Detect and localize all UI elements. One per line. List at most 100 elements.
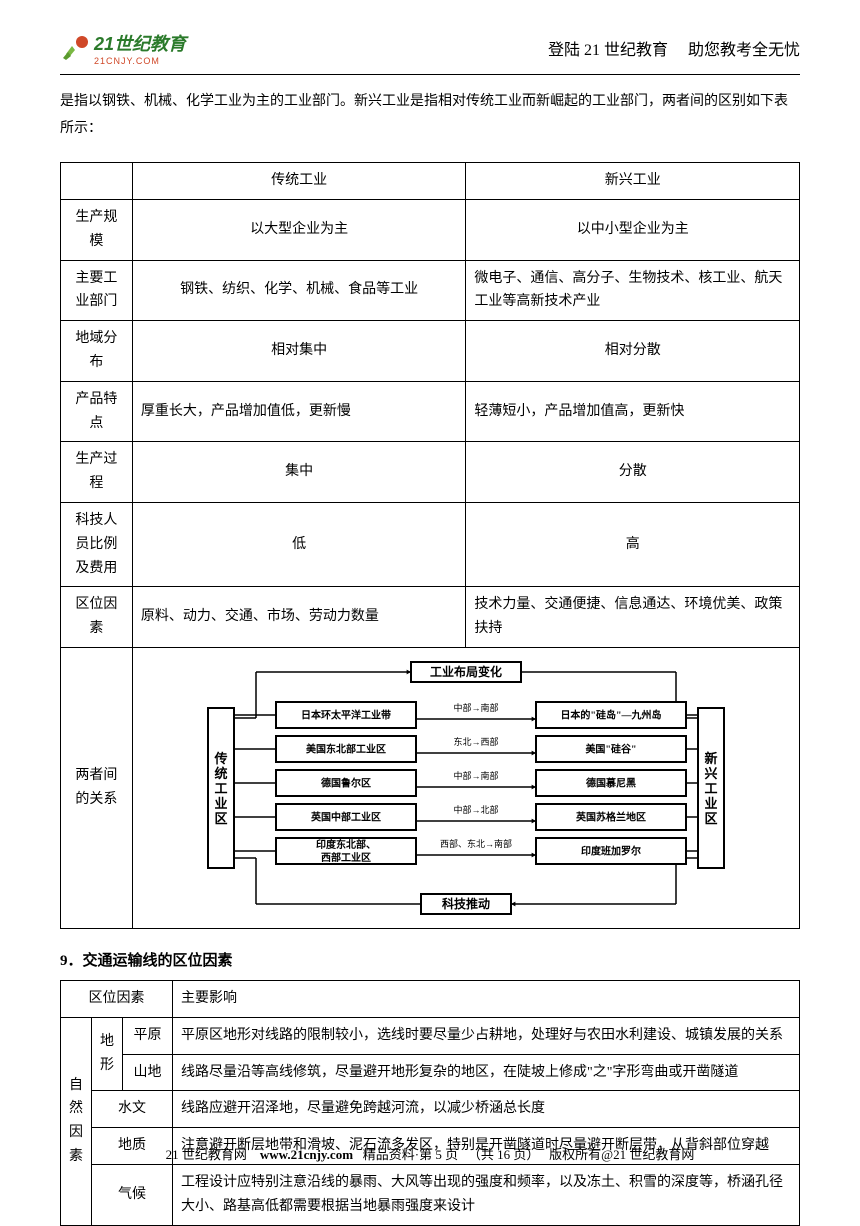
section-9-title: 9．交通运输线的区位因素: [60, 949, 800, 970]
svg-text:美国"硅谷": 美国"硅谷": [585, 742, 636, 755]
header-slogan: 登陆 21 世纪教育 助您教考全无忧: [548, 36, 800, 60]
table-row: 自然因素 地形 平原 平原区地形对线路的限制较小，选线时要尽量少占耕地，处理好与…: [61, 1017, 800, 1054]
svg-text:传: 传: [213, 751, 227, 766]
row-label: 区位因素: [61, 587, 133, 648]
svg-text:德国慕尼黑: 德国慕尼黑: [585, 776, 636, 789]
table-row: 水文 线路应避开沼泽地，尽量避免跨越河流，以减少桥涵总长度: [61, 1091, 800, 1128]
table-header-row: 传统工业 新兴工业: [61, 163, 800, 200]
cell: 集中: [132, 442, 466, 503]
footer-suffix: 版权所有@21 世纪教育网: [549, 1147, 694, 1162]
svg-text:工: 工: [214, 781, 227, 796]
flowchart-diagram: 工业布局变化科技推动传统工业区新兴工业区日本环太平洋工业带日本的"硅岛"—九州岛…: [143, 658, 789, 918]
cell: 线路尽量沿等高线修筑，尽量避开地形复杂的地区，在陡坡上修成"之"字形弯曲或开凿隧…: [173, 1054, 800, 1091]
svg-text:区: 区: [214, 811, 227, 826]
intro-paragraph: 是指以钢铁、机械、化学工业为主的工业部门。新兴工业是指相对传统工业而新崛起的工业…: [60, 89, 800, 142]
svg-text:英国苏格兰地区: 英国苏格兰地区: [575, 810, 646, 823]
table-row: 山地 线路尽量沿等高线修筑，尽量避开地形复杂的地区，在陡坡上修成"之"字形弯曲或…: [61, 1054, 800, 1091]
table-row: 气候 工程设计应特别注意沿线的暴雨、大风等出现的强度和频率，以及冻土、积雪的深度…: [61, 1164, 800, 1225]
cell: 平原区地形对线路的限制较小，选线时要尽量少占耕地，处理好与农田水利建设、城镇发展…: [173, 1017, 800, 1054]
svg-text:中部→南部: 中部→南部: [453, 770, 498, 781]
natural-factors-label: 自然因素: [61, 1017, 92, 1225]
svg-text:日本的"硅岛"—九州岛: 日本的"硅岛"—九州岛: [560, 708, 661, 721]
header-divider: [60, 74, 800, 75]
table-row: 区位因素 原料、动力、交通、市场、劳动力数量 技术力量、交通便捷、信息通达、环境…: [61, 587, 800, 648]
page-footer: 21 世纪教育网 www.21cnjy.com 精品资料·第 5 页 （共 16…: [0, 1144, 860, 1163]
svg-text:区: 区: [704, 811, 717, 826]
th-blank: [61, 163, 133, 200]
svg-text:新: 新: [704, 751, 717, 766]
svg-text:工: 工: [704, 781, 717, 796]
row-label: 主要工业部门: [61, 260, 133, 321]
table-row: 科技人员比例及费用 低 高: [61, 502, 800, 586]
footer-pages: （共 16 页）: [468, 1147, 540, 1162]
svg-text:西部、东北→南部: 西部、东北→南部: [440, 838, 512, 849]
svg-text:科技推动: 科技推动: [442, 896, 490, 911]
cell: 厚重长大，产品增加值低，更新慢: [132, 381, 466, 442]
th-factor: 区位因素: [61, 980, 173, 1017]
table-row: 生产规模 以大型企业为主 以中小型企业为主: [61, 199, 800, 260]
svg-text:印度东北部、: 印度东北部、: [316, 838, 376, 851]
logo-sub-text: 21CNJY.COM: [94, 56, 186, 66]
page-header: 21世纪教育 21CNJY.COM 登陆 21 世纪教育 助您教考全无忧: [60, 30, 800, 66]
sub-label: 平原: [123, 1017, 173, 1054]
cell: 高: [466, 502, 800, 586]
diagram-cell: 工业布局变化科技推动传统工业区新兴工业区日本环太平洋工业带日本的"硅岛"—九州岛…: [132, 647, 799, 928]
cell: 工程设计应特别注意沿线的暴雨、大风等出现的强度和频率，以及冻土、积雪的深度等，桥…: [173, 1164, 800, 1225]
relation-row: 两者间的关系 工业布局变化科技推动传统工业区新兴工业区日本环太平洋工业带日本的"…: [61, 647, 800, 928]
table-row: 主要工业部门 钢铁、纺织、化学、机械、食品等工业 微电子、通信、高分子、生物技术…: [61, 260, 800, 321]
svg-text:日本环太平洋工业带: 日本环太平洋工业带: [301, 708, 391, 721]
svg-text:东北→西部: 东北→西部: [453, 736, 498, 747]
sub-label: 水文: [92, 1091, 173, 1128]
cell: 相对集中: [132, 321, 466, 382]
svg-text:业: 业: [214, 796, 227, 811]
cell: 相对分散: [466, 321, 800, 382]
table-row: 地域分布 相对集中 相对分散: [61, 321, 800, 382]
row-label: 地域分布: [61, 321, 133, 382]
table-row: 区位因素 主要影响: [61, 980, 800, 1017]
sub-label: 山地: [123, 1054, 173, 1091]
table-row: 产品特点 厚重长大，产品增加值低，更新慢 轻薄短小，产品增加值高，更新快: [61, 381, 800, 442]
svg-text:业: 业: [704, 796, 717, 811]
cell: 原料、动力、交通、市场、劳动力数量: [132, 587, 466, 648]
terrain-label: 地形: [92, 1017, 123, 1091]
svg-text:工业布局变化: 工业布局变化: [430, 664, 502, 679]
row-label: 科技人员比例及费用: [61, 502, 133, 586]
footer-prefix: 21 世纪教育网: [166, 1147, 247, 1162]
svg-text:兴: 兴: [704, 766, 717, 781]
slogan-1: 登陆 21 世纪教育: [548, 42, 668, 59]
th-emerging: 新兴工业: [466, 163, 800, 200]
svg-text:中部→南部: 中部→南部: [453, 702, 498, 713]
svg-text:印度班加罗尔: 印度班加罗尔: [581, 844, 641, 857]
logo-main-text: 21世纪教育: [94, 30, 186, 56]
th-traditional: 传统工业: [132, 163, 466, 200]
row-label: 生产规模: [61, 199, 133, 260]
cell: 技术力量、交通便捷、信息通达、环境优美、政策扶持: [466, 587, 800, 648]
cell: 微电子、通信、高分子、生物技术、核工业、航天工业等高新技术产业: [466, 260, 800, 321]
cell: 钢铁、纺织、化学、机械、食品等工业: [132, 260, 466, 321]
cell: 分散: [466, 442, 800, 503]
slogan-2: 助您教考全无忧: [688, 42, 800, 59]
logo-icon: [60, 34, 90, 62]
table-row: 生产过程 集中 分散: [61, 442, 800, 503]
svg-text:英国中部工业区: 英国中部工业区: [310, 810, 381, 823]
logo-text-wrap: 21世纪教育 21CNJY.COM: [94, 30, 186, 66]
footer-mid: 精品资料·第 5 页: [363, 1147, 458, 1162]
comparison-table: 传统工业 新兴工业 生产规模 以大型企业为主 以中小型企业为主 主要工业部门 钢…: [60, 162, 800, 929]
row-label: 生产过程: [61, 442, 133, 503]
cell: 线路应避开沼泽地，尽量避免跨越河流，以减少桥涵总长度: [173, 1091, 800, 1128]
cell: 以大型企业为主: [132, 199, 466, 260]
footer-url: www.21cnjy.com: [260, 1147, 353, 1162]
svg-text:德国鲁尔区: 德国鲁尔区: [320, 776, 371, 789]
row-label: 产品特点: [61, 381, 133, 442]
th-influence: 主要影响: [173, 980, 800, 1017]
svg-text:美国东北部工业区: 美国东北部工业区: [306, 742, 386, 755]
relation-label: 两者间的关系: [61, 647, 133, 928]
logo: 21世纪教育 21CNJY.COM: [60, 30, 186, 66]
svg-text:统: 统: [214, 766, 227, 781]
svg-text:西部工业区: 西部工业区: [321, 851, 371, 864]
transport-factors-table: 区位因素 主要影响 自然因素 地形 平原 平原区地形对线路的限制较小，选线时要尽…: [60, 980, 800, 1226]
cell: 以中小型企业为主: [466, 199, 800, 260]
cell: 轻薄短小，产品增加值高，更新快: [466, 381, 800, 442]
svg-text:中部→北部: 中部→北部: [453, 804, 498, 815]
cell: 低: [132, 502, 466, 586]
